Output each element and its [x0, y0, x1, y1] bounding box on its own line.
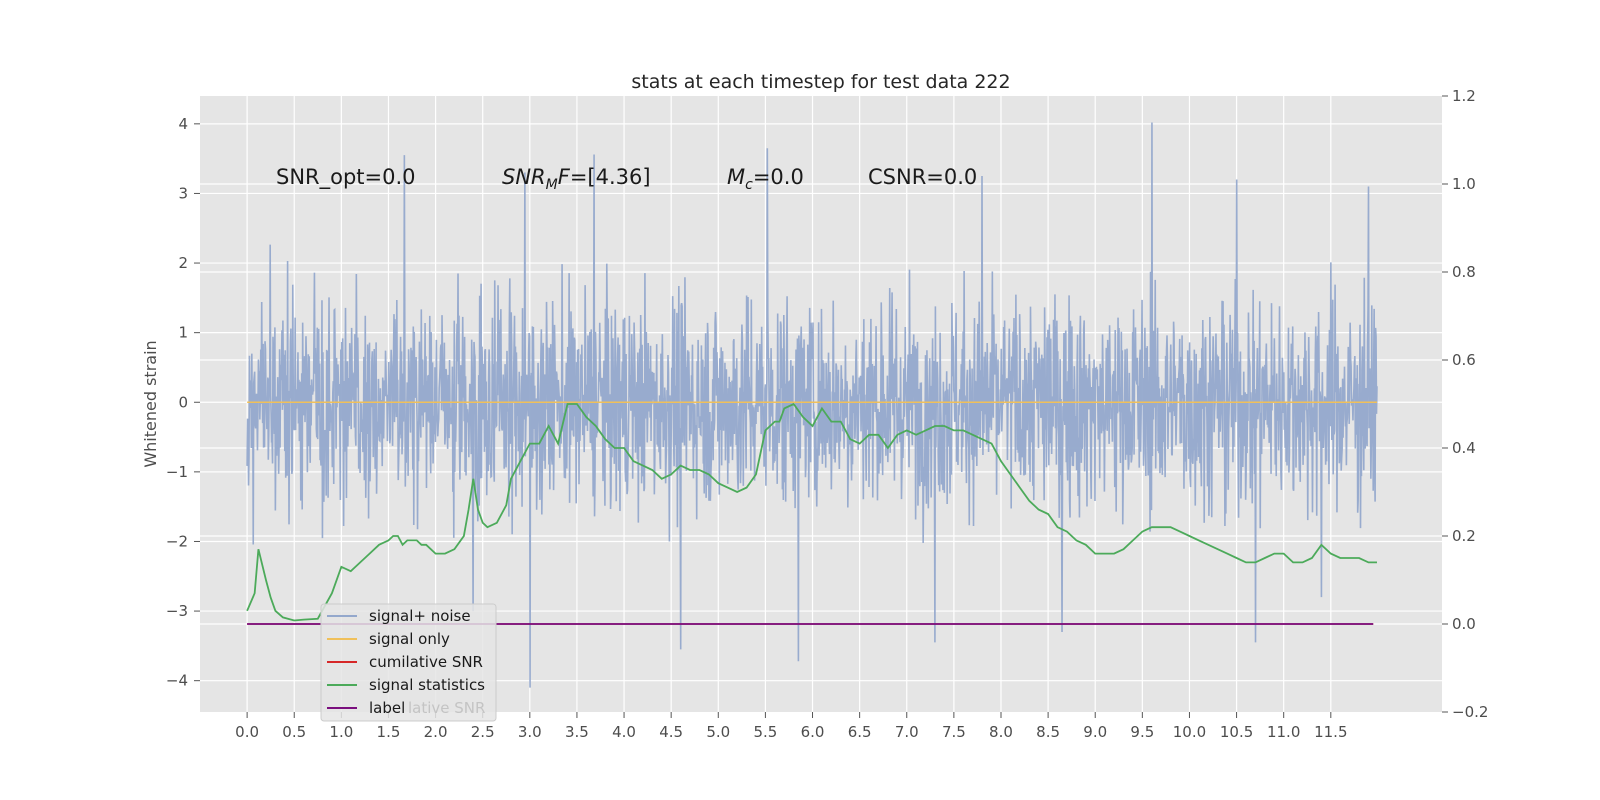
legend-label-cumilative-snr: cumilative SNR [369, 653, 483, 671]
annotation-mc-value: =0.0 [753, 165, 804, 189]
x-tick-label: 0.0 [235, 723, 259, 741]
y-tick-label: 1 [178, 324, 188, 342]
x-tick-label: 4.5 [659, 723, 683, 741]
legend-label-label: label [369, 699, 405, 717]
x-tick-label: 9.5 [1130, 723, 1154, 741]
x-tick-label: 6.0 [801, 723, 825, 741]
annotation-mc-sub: c [745, 177, 753, 193]
y-tick-label: 3 [178, 184, 188, 202]
y2-tick-label: 0.2 [1452, 527, 1476, 545]
y-tick-label: −3 [166, 602, 188, 620]
x-tick-label: 10.5 [1220, 723, 1253, 741]
y-tick-label: −2 [166, 532, 188, 550]
x-tick-label: 5.0 [706, 723, 730, 741]
x-tick-label: 2.0 [424, 723, 448, 741]
x-tick-label: 7.0 [895, 723, 919, 741]
x-tick-label: 0.5 [282, 723, 306, 741]
chart-title: stats at each timestep for test data 222 [631, 71, 1010, 93]
x-tick-label: 6.5 [848, 723, 872, 741]
x-tick-label: 7.5 [942, 723, 966, 741]
legend: signal+ noise signal only cumilative SNR… [320, 603, 497, 722]
annotation-mc-main: M [727, 165, 745, 189]
x-tick-label: 3.0 [518, 723, 542, 741]
x-tick-label: 10.0 [1173, 723, 1206, 741]
y-axis-label: Whitened strain [141, 340, 160, 467]
annotation-snr-mf-main: SNR [502, 165, 546, 189]
x-tick-label: 3.5 [565, 723, 589, 741]
x-tick-label: 1.0 [329, 723, 353, 741]
x-tick-label: 11.0 [1267, 723, 1300, 741]
y-tick-label: 0 [178, 393, 188, 411]
x-tick-label: 9.0 [1083, 723, 1107, 741]
annotation-snr-mf-value: =[4.36] [570, 165, 651, 189]
annotation-snr-mf-sub: M [546, 177, 558, 193]
y2-tick-label: 1.2 [1452, 87, 1476, 105]
signal-statistics-line [246, 402, 1377, 622]
y-tick-label: 4 [178, 115, 188, 133]
signal-noise-line [246, 122, 1378, 688]
annotation-mc: Mc=0.0 [727, 165, 804, 193]
annotation-snr-mf: SNRMF=[4.36] [502, 165, 651, 193]
y2-tick-label: 0.0 [1452, 615, 1476, 633]
x-tick-label: 4.0 [612, 723, 636, 741]
y2-tick-label: 0.6 [1452, 351, 1476, 369]
y-tick-label: 2 [178, 254, 188, 272]
legend-label-signal-only: signal only [369, 630, 450, 648]
legend-box [320, 603, 497, 722]
annotation-csnr: CSNR=0.0 [868, 165, 977, 189]
x-tick-label: 11.5 [1314, 723, 1347, 741]
y2-tick-label: 1.0 [1452, 175, 1476, 193]
legend-overlap-text: lative SNR [408, 699, 485, 717]
x-tick-label: 2.5 [471, 723, 495, 741]
signal-noise-series [246, 122, 1378, 688]
y2-tick-label: −0.2 [1452, 703, 1488, 721]
legend-label-signal-statistics: signal statistics [369, 676, 485, 694]
legend-label-signal-noise: signal+ noise [369, 607, 471, 625]
annotation-snr-mf-after: F [558, 165, 571, 189]
annotation-snr-opt: SNR_opt=0.0 [276, 165, 416, 190]
axis-layer: −4 −3 −2 −1 0 1 2 3 4 −0.2 0.0 0.2 0.4 0.6 0.8 1.0 1.2 0.… [166, 87, 1489, 741]
y2-tick-label: 0.8 [1452, 263, 1476, 281]
y2-tick-label: 0.4 [1452, 439, 1476, 457]
y-tick-label: −1 [166, 463, 188, 481]
x-tick-label: 8.5 [1036, 723, 1060, 741]
x-tick-label: 5.5 [753, 723, 777, 741]
y-tick-label: −4 [166, 672, 188, 690]
x-tick-label: 8.0 [989, 723, 1013, 741]
x-tick-label: 1.5 [377, 723, 401, 741]
